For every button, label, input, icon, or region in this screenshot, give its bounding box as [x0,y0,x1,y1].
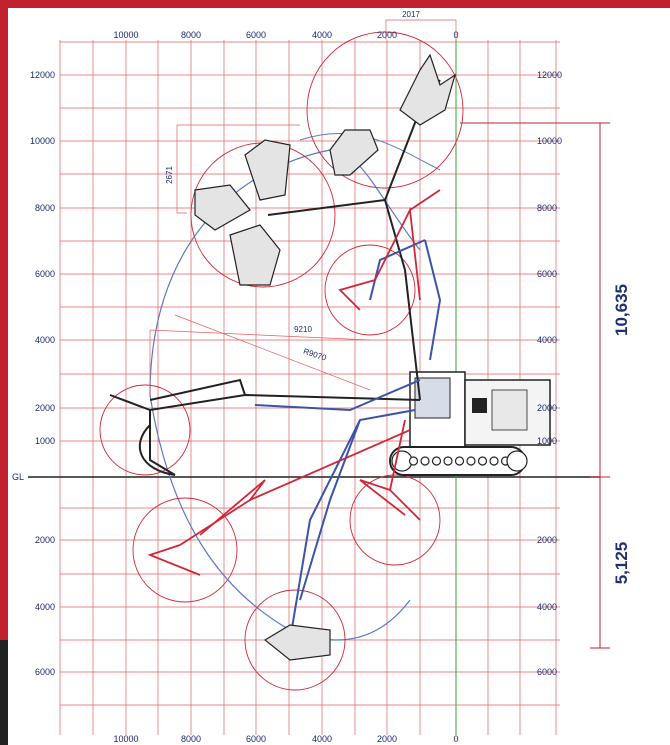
bottom-axis-tick: 0 [453,734,458,744]
dimension-lines [460,122,610,649]
right-axis: 12000 10000 8000 6000 4000 2000 1000 2000 4000 60… [537,70,562,677]
right-axis-tick: 4000 [537,602,557,612]
left-dark-bar [0,640,8,745]
right-axis-tick: 6000 [537,667,557,677]
right-axis-tick: 6000 [537,269,557,279]
right-axis-tick: 1000 [537,436,557,446]
top-frame-bar [0,0,670,8]
top-axis-tick: 2000 [377,30,397,40]
bottom-axis-tick: 6000 [246,734,266,744]
left-axis-tick: 4000 [35,335,55,345]
jaw-bracket [176,124,300,214]
track-wheel [408,456,419,466]
left-axis-tick: GL [12,472,24,482]
track-wheel [477,456,488,466]
left-frame-bar [0,0,8,640]
grapple-mid [194,139,291,286]
top-axis-tick: 10000 [113,30,138,40]
arm-red [147,189,441,576]
max-depth-dimension: 5,125 [612,542,631,585]
top-axis-tick: 4000 [312,30,332,40]
bottom-axis-tick: 4000 [312,734,332,744]
bottom-axis: 10000 8000 6000 4000 2000 0 [113,734,458,744]
max-height-dimension: 10,635 [612,284,631,336]
track-wheel [420,456,430,466]
top-axis: 10000 8000 6000 4000 2000 0 [113,30,458,40]
jaw-width-label: 2671 [165,166,174,184]
top-axis-tick: 6000 [246,30,266,40]
left-axis-tick: 12000 [30,70,55,80]
leader-r9070 [174,314,371,391]
top-axis-tick: 0 [453,30,458,40]
bucket-lower [263,624,331,661]
track-wheel [443,456,453,466]
track-wheel [506,450,528,472]
left-axis: 12000 10000 8000 6000 4000 2000 1000 GL 2000 4000… [12,70,55,677]
right-axis-tick: 4000 [537,335,557,345]
reach-inner-label: 9210 [294,325,312,334]
left-axis-tick: 6000 [35,269,55,279]
left-axis-tick: 4000 [35,602,55,612]
grapple-top [329,53,457,176]
reach-envelope-outer [299,132,441,171]
offset-top-label: 2017 [402,10,420,19]
excavator-body [389,371,551,476]
track-wheel [454,456,465,466]
leader-9210 [149,329,371,341]
track-wheel [489,456,499,466]
left-axis-tick: 10000 [30,136,55,146]
arm-black [109,79,441,476]
arm-blue [254,239,442,641]
reach-radius-label: R9070 [302,347,328,363]
top-axis-tick: 8000 [181,30,201,40]
right-axis-tick: 2000 [537,535,557,545]
right-axis-tick: 8000 [537,203,557,213]
track-wheel [431,456,442,466]
bottom-axis-tick: 10000 [113,734,138,744]
reach-envelope [149,149,421,641]
bottom-axis-tick: 2000 [377,734,397,744]
swing-arcs [99,31,464,691]
left-axis-tick: 1000 [35,436,55,446]
left-axis-tick: 8000 [35,203,55,213]
track-wheels [391,450,528,472]
bottom-axis-tick: 8000 [181,734,201,744]
left-axis-tick: 2000 [35,535,55,545]
right-axis-tick: 12000 [537,70,562,80]
right-axis-tick: 2000 [537,403,557,413]
left-axis-tick: 6000 [35,667,55,677]
left-axis-tick: 2000 [35,403,55,413]
track-wheel [466,456,476,466]
offset-bracket [385,19,457,40]
right-axis-tick: 10000 [537,136,562,146]
